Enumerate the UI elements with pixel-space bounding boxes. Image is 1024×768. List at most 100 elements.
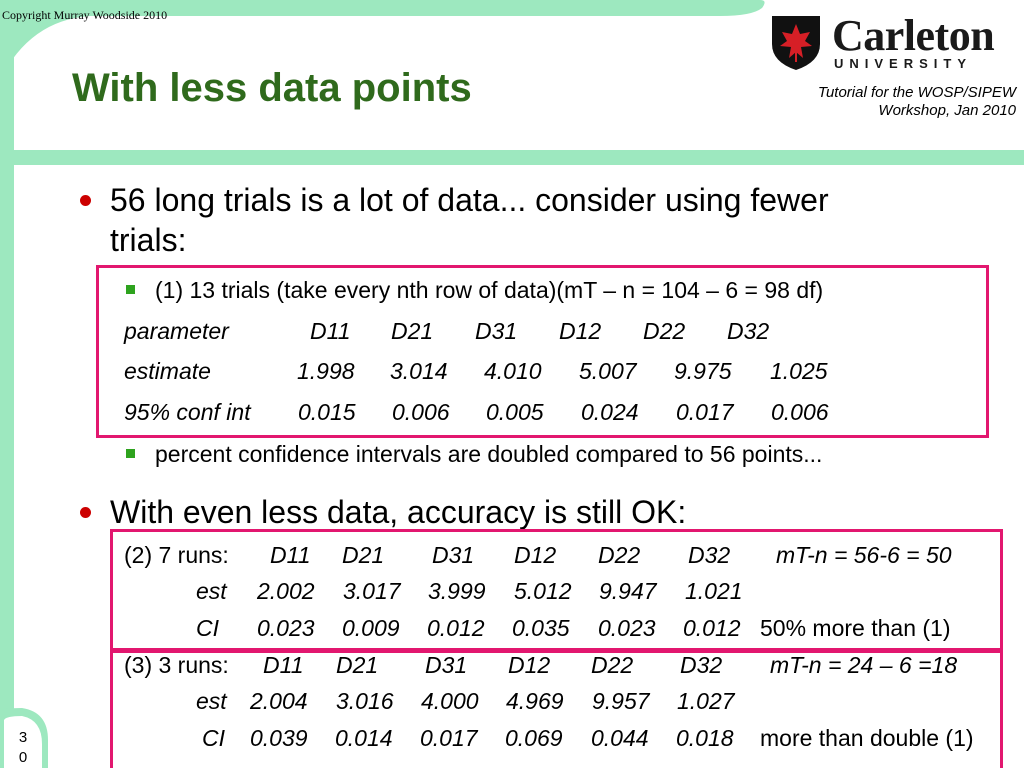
runs-2-ci-row: CI 0.023 0.009 0.012 0.035 0.023 0.012 5… <box>124 615 994 643</box>
runs-2-cell: 0.012 <box>427 615 485 641</box>
left-green-rail <box>0 0 14 768</box>
sub-bullet-icon <box>126 449 135 458</box>
runs-2-cell: 2.002 <box>257 578 315 604</box>
bullet-1-line-2: trials: <box>110 222 187 258</box>
runs-2-header-cell: D32 <box>688 542 731 568</box>
runs-3-header-row: (3) 3 runs: D11 D21 D31 D12 D22 D32 mT-n… <box>124 652 994 680</box>
runs-2-df: mT-n = 56-6 = 50 <box>776 542 952 568</box>
runs-3-header-cell: D32 <box>680 652 723 678</box>
runs-2-cell: 3.017 <box>343 578 401 604</box>
table-1-cell: 5.007 <box>579 358 637 384</box>
table-1-header-cell: D11 <box>310 318 351 344</box>
runs-3-cell: 0.018 <box>676 725 734 751</box>
runs-2-cell: 9.947 <box>599 578 657 604</box>
logo-subtitle: UNIVERSITY <box>834 56 973 71</box>
table-1-cell: 3.014 <box>390 358 448 384</box>
runs-3-cell: 4.969 <box>506 688 564 714</box>
runs-2-label: (2) 7 runs: <box>124 542 229 568</box>
table-1-cell: 1.998 <box>297 358 355 384</box>
runs-3-cell: 2.004 <box>250 688 308 714</box>
table-1-cell: 0.015 <box>298 399 356 425</box>
runs-2-est-label: est <box>196 578 227 604</box>
tagline-line-2: Workshop, Jan 2010 <box>878 102 1016 119</box>
table-1-estimate-row: estimate 1.998 3.014 4.010 5.007 9.975 1… <box>124 358 984 386</box>
table-1-cell: 0.017 <box>676 399 734 425</box>
table-1-cell: 0.006 <box>392 399 450 425</box>
bullet-text-1: 56 long trials is a lot of data... consi… <box>110 180 829 260</box>
runs-2-cell: 3.999 <box>428 578 486 604</box>
table-1-cell: 0.005 <box>486 399 544 425</box>
runs-3-note: more than double (1) <box>760 725 974 751</box>
runs-2-header-cell: D22 <box>598 542 641 568</box>
runs-3-header-cell: D31 <box>425 652 468 678</box>
runs-3-df: mT-n = 24 – 6 =18 <box>770 652 958 678</box>
runs-3-cell: 3.016 <box>336 688 394 714</box>
bullet-icon <box>80 195 91 206</box>
runs-3-cell: 0.069 <box>505 725 563 751</box>
sub-bullet-13-trials: (1) 13 trials (take every nth row of dat… <box>155 277 824 303</box>
table-1-header-cell: D31 <box>475 318 518 344</box>
carleton-shield-icon <box>772 16 820 70</box>
slide-number: 3 0 <box>16 728 30 768</box>
runs-3-header-cell: D11 <box>263 652 304 678</box>
runs-3-label: (3) 3 runs: <box>124 652 229 678</box>
runs-3-cell: 0.044 <box>591 725 649 751</box>
bullet-icon <box>80 507 91 518</box>
runs-2-ci-label: CI <box>196 615 219 641</box>
table-1-header-cell: D32 <box>727 318 770 344</box>
table-1-ci-row: 95% conf int 0.015 0.006 0.005 0.024 0.0… <box>124 399 984 427</box>
runs-2-header-row: (2) 7 runs: D11 D21 D31 D12 D22 D32 mT-n… <box>124 542 994 570</box>
logo-wordmark: Carleton <box>832 11 995 60</box>
bullet-1-line-1: 56 long trials is a lot of data... consi… <box>110 182 829 218</box>
slide-number-digit: 0 <box>18 749 28 766</box>
runs-3-header-cell: D12 <box>508 652 551 678</box>
table-1-cell: estimate <box>124 358 211 384</box>
copyright-notice: Copyright Murray Woodside 2010 <box>2 8 168 22</box>
top-green-band <box>0 0 765 80</box>
runs-3-cell: 4.000 <box>421 688 479 714</box>
runs-2-cell: 0.023 <box>598 615 656 641</box>
runs-2-highlight-box <box>110 529 1003 651</box>
table-1-cell: 4.010 <box>484 358 542 384</box>
runs-2-note: 50% more than (1) <box>760 615 951 641</box>
runs-2-header-cell: D11 <box>270 542 311 568</box>
runs-2-cell: 0.009 <box>342 615 400 641</box>
runs-3-cell: 9.957 <box>592 688 650 714</box>
runs-2-header-cell: D21 <box>342 542 385 568</box>
table-1-header-cell: D21 <box>391 318 434 344</box>
runs-3-ci-label: CI <box>202 725 225 751</box>
sub-bullet-doubled: percent confidence intervals are doubled… <box>155 441 823 467</box>
runs-3-est-label: est <box>196 688 227 714</box>
table-1-header-row: parameter D11 D21 D31 D12 D22 D32 <box>124 318 984 346</box>
table-1-cell: 0.006 <box>771 399 829 425</box>
tagline-line-1: Tutorial for the WOSP/SIPEW <box>817 84 1016 101</box>
table-1-highlight-box <box>96 265 989 438</box>
table-1-cell: 9.975 <box>674 358 732 384</box>
runs-2-cell: 5.012 <box>514 578 572 604</box>
runs-3-est-row: est 2.004 3.016 4.000 4.969 9.957 1.027 <box>124 688 994 716</box>
runs-2-est-row: est 2.002 3.017 3.999 5.012 9.947 1.021 <box>124 578 994 606</box>
runs-3-cell: 0.017 <box>420 725 478 751</box>
runs-2-cell: 0.023 <box>257 615 315 641</box>
table-1-header-cell: D22 <box>643 318 686 344</box>
table-1-cell: 0.024 <box>581 399 639 425</box>
slide-title: With less data points <box>72 66 472 110</box>
runs-2-header-cell: D12 <box>514 542 557 568</box>
workshop-tagline: Tutorial for the WOSP/SIPEW Workshop, Ja… <box>756 84 1016 120</box>
runs-2-cell: 1.021 <box>685 578 743 604</box>
runs-3-cell: 0.014 <box>335 725 393 751</box>
slide-number-digit: 3 <box>18 729 28 746</box>
header-divider-band <box>0 150 1024 165</box>
runs-3-cell: 0.039 <box>250 725 308 751</box>
table-1-cell: 95% conf int <box>124 399 251 425</box>
table-1-header-cell: D12 <box>559 318 602 344</box>
runs-2-cell: 0.012 <box>683 615 741 641</box>
sub-bullet-icon <box>126 285 135 294</box>
runs-2-cell: 0.035 <box>512 615 570 641</box>
runs-3-ci-row: CI 0.039 0.014 0.017 0.069 0.044 0.018 m… <box>124 725 1004 753</box>
slide-number-tab-inner <box>4 716 42 768</box>
runs-3-cell: 1.027 <box>677 688 735 714</box>
runs-3-header-cell: D22 <box>591 652 634 678</box>
table-1-header-cell: parameter <box>124 318 229 344</box>
